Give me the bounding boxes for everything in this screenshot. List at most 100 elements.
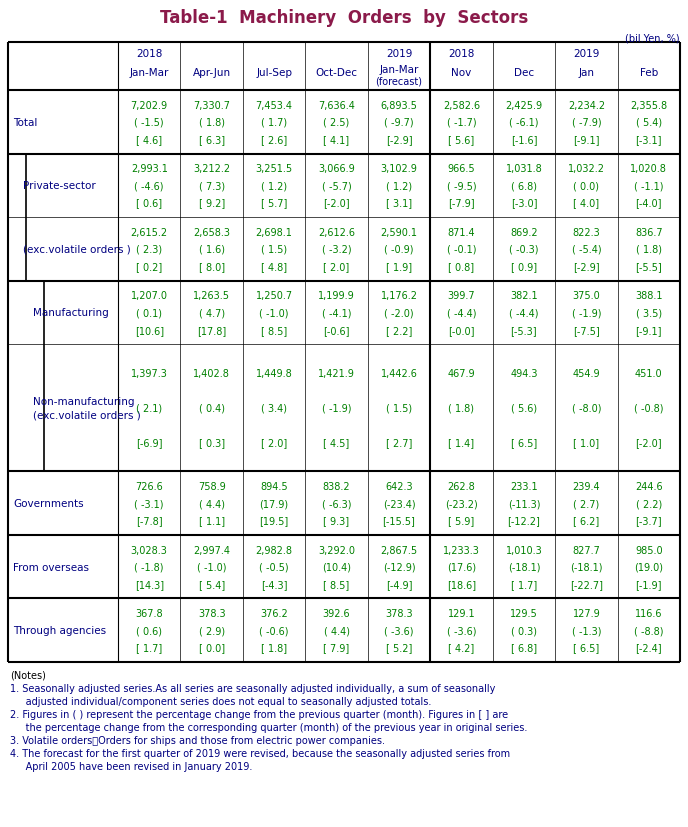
Text: ( -4.6): ( -4.6) bbox=[134, 181, 164, 191]
Text: [-12.2]: [-12.2] bbox=[508, 516, 540, 526]
Text: ( -5.7): ( -5.7) bbox=[322, 181, 352, 191]
Text: [19.5]: [19.5] bbox=[259, 516, 289, 526]
Text: ( 1.5): ( 1.5) bbox=[261, 245, 287, 255]
Text: ( 2.9): ( 2.9) bbox=[199, 625, 225, 635]
Text: 233.1: 233.1 bbox=[510, 481, 538, 491]
Text: ( 5.6): ( 5.6) bbox=[510, 404, 537, 414]
Text: ( 1.2): ( 1.2) bbox=[261, 181, 287, 191]
Text: 2018: 2018 bbox=[449, 49, 475, 59]
Text: 966.5: 966.5 bbox=[448, 164, 475, 174]
Text: [ 2.2]: [ 2.2] bbox=[386, 325, 412, 335]
Text: 2019: 2019 bbox=[573, 49, 599, 59]
Text: 3,292.0: 3,292.0 bbox=[318, 545, 355, 555]
Text: 1,397.3: 1,397.3 bbox=[131, 369, 168, 379]
Text: 1,449.8: 1,449.8 bbox=[256, 369, 292, 379]
Text: [ 2.6]: [ 2.6] bbox=[261, 135, 287, 145]
Text: 1,010.3: 1,010.3 bbox=[506, 545, 542, 555]
Text: 2,590.1: 2,590.1 bbox=[380, 227, 418, 237]
Text: 827.7: 827.7 bbox=[572, 545, 600, 555]
Text: [-0.6]: [-0.6] bbox=[323, 325, 350, 335]
Text: ( 1.2): ( 1.2) bbox=[386, 181, 412, 191]
Text: [ 1.7]: [ 1.7] bbox=[510, 579, 537, 589]
Text: [-7.8]: [-7.8] bbox=[136, 516, 162, 526]
Text: ( 7.3): ( 7.3) bbox=[199, 181, 225, 191]
Text: 6,893.5: 6,893.5 bbox=[380, 101, 418, 111]
Text: ( -1.0): ( -1.0) bbox=[259, 308, 289, 318]
Text: [-2.0]: [-2.0] bbox=[636, 437, 662, 447]
Text: [-7.5]: [-7.5] bbox=[573, 325, 600, 335]
Text: ( -5.4): ( -5.4) bbox=[572, 245, 601, 255]
Text: 894.5: 894.5 bbox=[260, 481, 288, 491]
Text: 454.9: 454.9 bbox=[572, 369, 600, 379]
Text: ( -1.9): ( -1.9) bbox=[572, 308, 601, 318]
Text: Oct-Dec: Oct-Dec bbox=[316, 68, 358, 78]
Text: [ 0.8]: [ 0.8] bbox=[449, 261, 475, 272]
Text: ( 1.5): ( 1.5) bbox=[386, 404, 412, 414]
Text: ( 2.3): ( 2.3) bbox=[136, 245, 162, 255]
Text: ( 2.2): ( 2.2) bbox=[636, 499, 662, 509]
Text: [10.6]: [10.6] bbox=[135, 325, 164, 335]
Text: (exc.volatile orders ): (exc.volatile orders ) bbox=[33, 410, 141, 420]
Text: ( -2.0): ( -2.0) bbox=[384, 308, 413, 318]
Text: 451.0: 451.0 bbox=[635, 369, 663, 379]
Text: ( -4.4): ( -4.4) bbox=[447, 308, 476, 318]
Text: 1,176.2: 1,176.2 bbox=[380, 291, 418, 301]
Text: ( 0.4): ( 0.4) bbox=[199, 404, 225, 414]
Text: [14.3]: [14.3] bbox=[135, 579, 164, 589]
Text: 127.9: 127.9 bbox=[572, 609, 600, 619]
Text: [-2.4]: [-2.4] bbox=[636, 643, 662, 653]
Text: (bil.Yen, %): (bil.Yen, %) bbox=[625, 33, 680, 43]
Text: Manufacturing: Manufacturing bbox=[33, 308, 109, 318]
Text: [-5.5]: [-5.5] bbox=[636, 261, 662, 272]
Text: ( 3.5): ( 3.5) bbox=[636, 308, 662, 318]
Text: 392.6: 392.6 bbox=[323, 609, 350, 619]
Text: 2,355.8: 2,355.8 bbox=[630, 101, 667, 111]
Text: 1,421.9: 1,421.9 bbox=[318, 369, 355, 379]
Text: 467.9: 467.9 bbox=[448, 369, 475, 379]
Text: [ 6.5]: [ 6.5] bbox=[510, 437, 537, 447]
Text: Through agencies: Through agencies bbox=[13, 625, 106, 635]
Text: [-15.5]: [-15.5] bbox=[383, 516, 416, 526]
Text: [ 5.4]: [ 5.4] bbox=[199, 579, 225, 589]
Text: ( 1.8): ( 1.8) bbox=[636, 245, 662, 255]
Text: ( -1.1): ( -1.1) bbox=[634, 181, 663, 191]
Text: [-3.0]: [-3.0] bbox=[510, 198, 537, 208]
Text: the percentage change from the corresponding quarter (month) of the previous yea: the percentage change from the correspon… bbox=[10, 722, 528, 732]
Text: 985.0: 985.0 bbox=[635, 545, 663, 555]
Text: 4. The forecast for the first quarter of 2019 were revised, because the seasonal: 4. The forecast for the first quarter of… bbox=[10, 748, 510, 758]
Text: 1,020.8: 1,020.8 bbox=[630, 164, 667, 174]
Text: 7,202.9: 7,202.9 bbox=[131, 101, 168, 111]
Text: [-1.9]: [-1.9] bbox=[636, 579, 662, 589]
Text: ( 0.6): ( 0.6) bbox=[136, 625, 162, 635]
Text: [ 4.1]: [ 4.1] bbox=[323, 135, 350, 145]
Text: ( -1.3): ( -1.3) bbox=[572, 625, 601, 635]
Text: ( -1.0): ( -1.0) bbox=[197, 562, 226, 572]
Text: [ 6.2]: [ 6.2] bbox=[573, 516, 599, 526]
Text: [-6.9]: [-6.9] bbox=[136, 437, 162, 447]
Text: ( 0.1): ( 0.1) bbox=[136, 308, 162, 318]
Text: ( 2.5): ( 2.5) bbox=[323, 117, 350, 127]
Text: ( -0.6): ( -0.6) bbox=[259, 625, 289, 635]
Text: 1,402.8: 1,402.8 bbox=[193, 369, 230, 379]
Text: 378.3: 378.3 bbox=[198, 609, 226, 619]
Text: [ 8.5]: [ 8.5] bbox=[261, 325, 287, 335]
Text: [ 2.0]: [ 2.0] bbox=[323, 261, 350, 272]
Text: (-18.1): (-18.1) bbox=[508, 562, 540, 572]
Text: ( -8.0): ( -8.0) bbox=[572, 404, 601, 414]
Text: [-2.9]: [-2.9] bbox=[386, 135, 412, 145]
Text: [-3.7]: [-3.7] bbox=[636, 516, 662, 526]
Text: 382.1: 382.1 bbox=[510, 291, 538, 301]
Text: ( -3.2): ( -3.2) bbox=[322, 245, 352, 255]
Text: ( 1.8): ( 1.8) bbox=[449, 404, 475, 414]
Text: 1,199.9: 1,199.9 bbox=[318, 291, 355, 301]
Text: ( 4.7): ( 4.7) bbox=[199, 308, 225, 318]
Text: ( 3.4): ( 3.4) bbox=[261, 404, 287, 414]
Text: [-4.9]: [-4.9] bbox=[386, 579, 412, 589]
Text: April 2005 have been revised in January 2019.: April 2005 have been revised in January … bbox=[10, 761, 252, 771]
Text: 1,031.8: 1,031.8 bbox=[506, 164, 542, 174]
Text: [18.6]: [18.6] bbox=[447, 579, 476, 589]
Text: [ 1.1]: [ 1.1] bbox=[199, 516, 225, 526]
Text: [ 4.5]: [ 4.5] bbox=[323, 437, 350, 447]
Text: 2,425.9: 2,425.9 bbox=[505, 101, 542, 111]
Text: ( -3.6): ( -3.6) bbox=[447, 625, 476, 635]
